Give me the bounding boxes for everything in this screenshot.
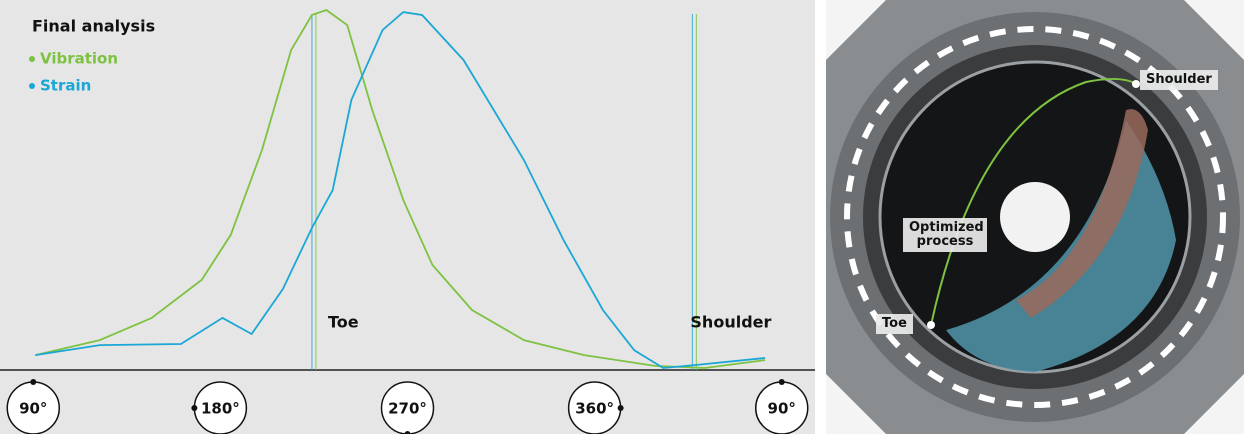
- legend-marker: [29, 83, 35, 89]
- optimized-process-label: Optimized process: [903, 218, 987, 252]
- annotation-label: Shoulder: [690, 313, 771, 332]
- x-tick-dot: [191, 405, 197, 411]
- x-tick-label: 270°: [388, 400, 427, 418]
- chart-title: Final analysis: [32, 17, 155, 36]
- mill-illustration: [826, 0, 1244, 434]
- legend-label: Vibration: [40, 50, 118, 68]
- x-tick-label: 90°: [768, 400, 796, 418]
- shoulder-label: Shoulder: [1140, 70, 1218, 90]
- x-tick-dot: [779, 379, 785, 385]
- x-tick-label: 180°: [201, 400, 240, 418]
- page: {"chart_data": { "type": "line", "title"…: [0, 0, 1244, 434]
- annotation-label: Toe: [328, 313, 359, 332]
- mill-opening: [1000, 182, 1070, 252]
- x-tick-dot: [30, 379, 36, 385]
- legend-label: Strain: [40, 77, 91, 95]
- shoulder-point: [1132, 80, 1140, 88]
- x-tick-label: 360°: [575, 400, 614, 418]
- toe-label: Toe: [876, 314, 913, 334]
- x-tick-label: 90°: [19, 400, 47, 418]
- chart: Final analysis 90° 180° 270° 360° 90° Vibrati…: [0, 0, 815, 434]
- legend-marker: [29, 56, 35, 62]
- toe-point: [927, 321, 935, 329]
- x-tick-dot: [618, 405, 624, 411]
